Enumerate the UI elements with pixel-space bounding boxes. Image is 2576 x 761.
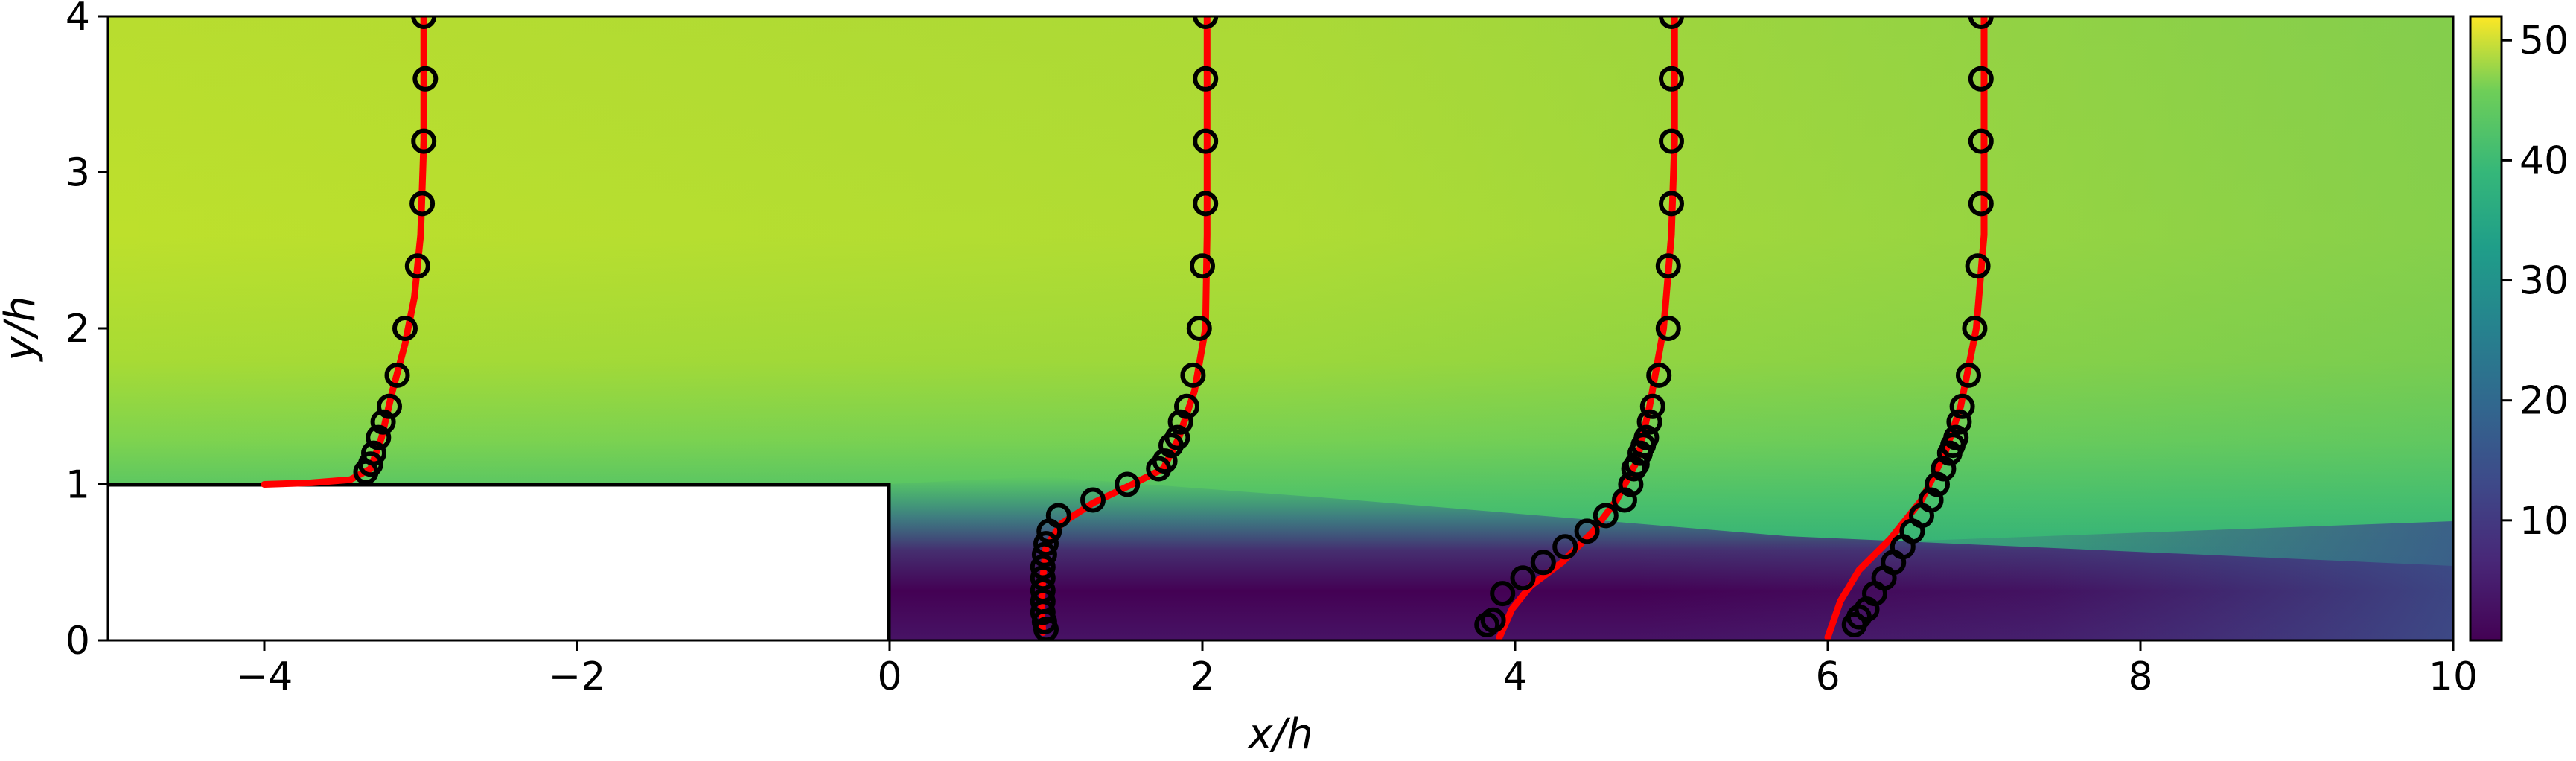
- experiment-point: [1190, 253, 1215, 279]
- experiment-point: [384, 362, 410, 388]
- experiment-point: [1030, 578, 1056, 603]
- colorbar-tick-label: 20: [2519, 379, 2569, 424]
- profile-station-2: [1474, 16, 1684, 640]
- experiment-point: [1655, 316, 1681, 341]
- experiment-point: [357, 451, 383, 477]
- experiment-point: [1193, 16, 1219, 29]
- colorbar: 10 20 30 40 50: [2469, 15, 2569, 642]
- x-tick-label: −4: [236, 655, 293, 699]
- experiment-point: [1180, 362, 1206, 388]
- experiment-point: [1530, 550, 1556, 576]
- experiment-point: [1918, 487, 1944, 513]
- experiment-point: [1949, 393, 1975, 419]
- experiment-point: [1167, 409, 1193, 435]
- experiment-point: [377, 393, 402, 419]
- y-axis: 0 1 2 3 4: [66, 0, 108, 663]
- experiment-point: [1193, 128, 1219, 154]
- experiment-point: [1031, 541, 1057, 567]
- x-tick-label: 4: [1502, 655, 1527, 699]
- experiment-point: [1030, 565, 1056, 591]
- experiment-point: [1593, 503, 1619, 529]
- colorbar-tick-label: 50: [2519, 19, 2569, 63]
- experiment-point: [1080, 487, 1106, 513]
- y-tick-label: 2: [66, 307, 90, 351]
- experiment-point: [404, 253, 430, 279]
- y-tick-label: 0: [66, 619, 90, 663]
- experiment-point: [1636, 409, 1662, 435]
- experiment-point: [1639, 393, 1665, 419]
- experiment-point: [1962, 316, 1988, 341]
- experiment-point: [1968, 128, 1994, 154]
- colorbar-tick-label: 30: [2519, 259, 2569, 304]
- experiment-point: [1946, 409, 1972, 435]
- experiment-point: [1659, 191, 1684, 217]
- profile-station-1: [1030, 16, 1219, 640]
- y-tick-label: 3: [66, 151, 90, 196]
- velocity-profiles: [261, 16, 1994, 640]
- experiment-point: [1115, 471, 1141, 497]
- experiment-point: [1574, 518, 1600, 544]
- experiment-point: [1186, 316, 1212, 341]
- experiment-point: [1943, 424, 1969, 450]
- colorbar-gradient: [2469, 15, 2503, 642]
- experiment-point: [1659, 66, 1684, 92]
- experiment-point: [1045, 503, 1071, 529]
- experiment-point: [366, 424, 392, 450]
- x-tick-label: −2: [549, 655, 606, 699]
- simulation-line: [261, 16, 427, 488]
- experiment-point: [1968, 66, 1994, 92]
- plot-area: [108, 16, 2453, 640]
- y-tick-label: 4: [66, 0, 90, 39]
- experiment-point: [1659, 128, 1684, 154]
- experiment-point: [412, 66, 439, 92]
- x-tick-label: 10: [2429, 655, 2478, 699]
- x-axis-label: x/h: [1246, 710, 1313, 759]
- y-axis-label: y/h: [0, 296, 45, 363]
- colorbar-tick-label: 10: [2519, 499, 2569, 544]
- experiment-point: [1033, 531, 1059, 557]
- x-tick-label: 6: [1815, 655, 1840, 699]
- x-axis: −4 −2 0 2 4 6 8 10: [236, 640, 2478, 699]
- experiment-point: [370, 409, 396, 435]
- colorbar-ticks: 10 20 30 40 50: [2502, 19, 2569, 544]
- experiment-point: [411, 16, 437, 29]
- experiment-point: [1480, 607, 1506, 633]
- x-tick-label: 0: [877, 655, 902, 699]
- experiment-point: [1152, 448, 1178, 474]
- experiment-point: [411, 128, 437, 154]
- recovery-zone: [1638, 521, 2453, 640]
- experiment-point: [1633, 424, 1660, 450]
- profile-station-0: [261, 16, 439, 488]
- step-outline: [108, 483, 891, 640]
- experiment-point: [1510, 565, 1536, 591]
- experiment-point: [1612, 487, 1637, 513]
- experiment-point: [409, 191, 436, 217]
- experiment-point: [361, 440, 386, 466]
- experiment-point: [1655, 253, 1681, 279]
- x-tick-label: 2: [1190, 655, 1214, 699]
- experiment-point: [392, 316, 418, 341]
- experiment-point: [1193, 191, 1219, 217]
- y-tick-label: 1: [66, 463, 90, 508]
- profile-station-3: [1824, 16, 1994, 640]
- experiment-point: [1931, 456, 1957, 482]
- experiment-point: [1646, 362, 1672, 388]
- experiment-point: [1174, 393, 1199, 419]
- backward-facing-step: [108, 485, 889, 640]
- experiment-point: [1956, 362, 1981, 388]
- experiment-point: [1965, 253, 1991, 279]
- experiment-point: [1030, 588, 1056, 614]
- experiment-point: [1925, 471, 1950, 497]
- experiment-point: [1030, 554, 1056, 580]
- experiment-point: [1193, 66, 1219, 92]
- colorbar-tick-label: 40: [2519, 138, 2569, 183]
- x-tick-label: 8: [2128, 655, 2152, 699]
- experiment-point: [1490, 581, 1516, 607]
- experiment-point: [1164, 424, 1190, 450]
- experiment-point: [1968, 16, 1994, 29]
- experiment-point: [1659, 16, 1684, 29]
- experiment-point: [1968, 191, 1994, 217]
- experiment-point: [1552, 534, 1578, 560]
